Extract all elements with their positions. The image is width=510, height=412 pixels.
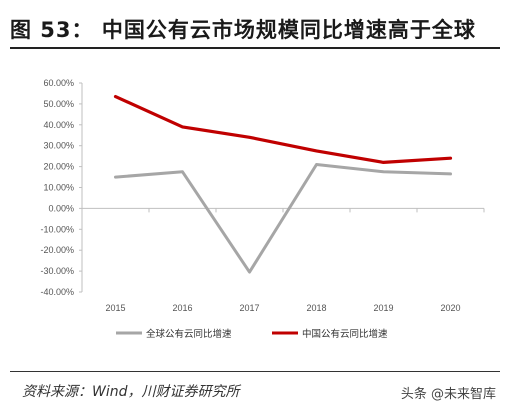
y-tick-label: 40.00% bbox=[43, 120, 74, 130]
series-line-china bbox=[113, 94, 453, 164]
y-tick-label: -40.00% bbox=[40, 287, 74, 297]
y-tick-label: 50.00% bbox=[43, 99, 74, 109]
y-tick-label: 30.00% bbox=[43, 141, 74, 151]
legend-label: 中国公有云同比增速 bbox=[302, 328, 388, 340]
y-tick-label: -10.00% bbox=[40, 224, 74, 234]
watermark-text: 头条 @未来智库 bbox=[400, 387, 496, 402]
source-note: 资料来源：Wind，川财证券研究所 bbox=[22, 384, 240, 400]
x-tick-label: 2018 bbox=[306, 303, 326, 313]
x-tick-label: 2015 bbox=[105, 303, 125, 313]
y-tick-label: 0.00% bbox=[48, 203, 74, 213]
x-tick-label: 2020 bbox=[440, 303, 460, 313]
legend-label: 全球公有云同比增速 bbox=[146, 328, 232, 340]
x-tick-label: 2019 bbox=[373, 303, 393, 313]
x-tick-label: 2017 bbox=[239, 303, 259, 313]
source-divider bbox=[10, 371, 500, 372]
y-tick-label: -30.00% bbox=[40, 266, 74, 276]
x-tick-label: 2016 bbox=[172, 303, 192, 313]
series-line-global bbox=[114, 163, 452, 274]
y-tick-label: 10.00% bbox=[43, 183, 74, 193]
chart-legend: 全球公有云同比增速 中国公有云同比增速 bbox=[116, 328, 388, 340]
y-tick-label: -20.00% bbox=[40, 245, 74, 255]
y-axis-ticks: 60.00% 50.00% 40.00% 30.00% 20.00% 10.00% 0.00… bbox=[40, 78, 82, 297]
title-divider bbox=[10, 47, 500, 49]
y-tick-label: 60.00% bbox=[43, 78, 74, 88]
chart-axes bbox=[81, 83, 485, 292]
x-axis-ticks: 2015 2016 2017 2018 2019 2020 bbox=[105, 303, 460, 313]
y-tick-label: 20.00% bbox=[43, 162, 74, 172]
chart-series bbox=[113, 94, 453, 274]
figure-title: 图 53： 中国公有云市场规模同比增速高于全球 bbox=[10, 18, 476, 42]
